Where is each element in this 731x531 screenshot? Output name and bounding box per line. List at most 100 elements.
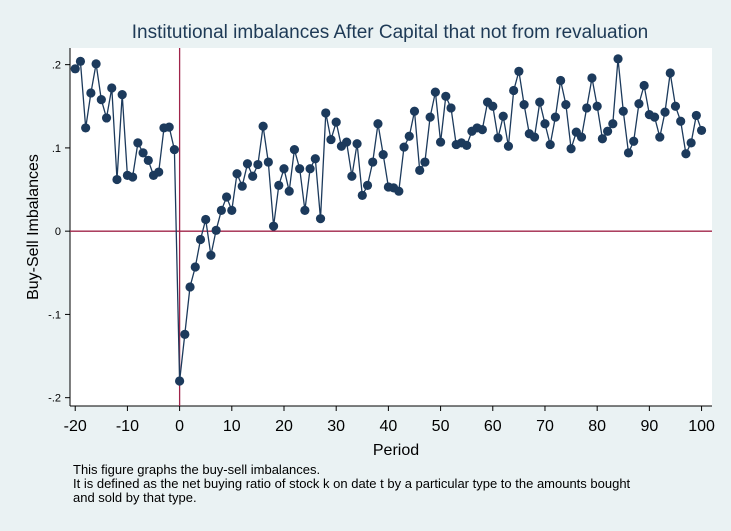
data-point [190, 262, 200, 272]
data-point [639, 80, 649, 91]
data-point [696, 125, 707, 136]
data-point [488, 101, 498, 111]
x-tick-label: -20 [64, 418, 87, 435]
data-point [164, 122, 174, 132]
data-point [268, 221, 279, 231]
data-point [326, 134, 336, 145]
data-point [331, 117, 341, 127]
data-point [300, 205, 310, 215]
y-tick-label: -.2 [48, 393, 61, 405]
data-point [112, 174, 122, 185]
data-point [603, 126, 613, 136]
y-tick-label: 0 [55, 226, 61, 238]
data-point [237, 181, 247, 191]
data-point [535, 97, 545, 107]
data-point [556, 75, 566, 86]
data-point [185, 282, 195, 292]
data-point [670, 101, 681, 111]
data-point [274, 180, 284, 190]
data-point [107, 83, 117, 93]
data-point [509, 85, 519, 96]
x-tick-label: 90 [640, 418, 658, 435]
data-point [540, 119, 550, 129]
data-point [242, 159, 253, 169]
data-point [258, 121, 268, 131]
x-tick-label: -10 [116, 418, 139, 435]
data-point [305, 164, 315, 174]
x-tick-label: 80 [588, 418, 606, 435]
data-point [284, 186, 294, 196]
data-point [289, 144, 300, 155]
data-point [70, 64, 80, 74]
data-point [618, 106, 628, 116]
data-point [91, 59, 101, 69]
data-point [342, 137, 352, 147]
data-point [253, 159, 263, 170]
data-point [81, 123, 91, 133]
data-point [195, 234, 206, 245]
data-point [561, 100, 571, 110]
data-point [101, 113, 112, 123]
data-point [655, 132, 665, 142]
data-point [279, 164, 289, 174]
data-point [180, 329, 190, 339]
data-point [232, 169, 242, 179]
note-line-3: and sold by that type. [73, 490, 197, 505]
data-point [138, 148, 148, 158]
y-tick-label: .2 [52, 60, 61, 72]
data-point [143, 155, 153, 165]
data-point [629, 136, 639, 146]
x-axis-label: Period [373, 442, 419, 459]
y-tick-label: -.1 [48, 309, 61, 321]
data-point [216, 205, 226, 215]
data-point [514, 66, 524, 76]
data-point [498, 111, 508, 121]
data-point [394, 186, 404, 196]
data-point [441, 91, 451, 101]
data-point [566, 144, 576, 154]
data-point [227, 205, 237, 215]
data-point [649, 112, 660, 122]
data-point [519, 100, 529, 110]
x-tick-label: 60 [484, 418, 502, 435]
data-point [582, 103, 592, 113]
data-point [681, 149, 691, 159]
data-point [248, 171, 258, 181]
data-point [206, 250, 216, 260]
data-point [133, 138, 143, 148]
data-point [425, 112, 435, 122]
data-point [221, 192, 232, 202]
data-point [634, 99, 644, 109]
data-point [415, 165, 425, 175]
data-point [368, 157, 378, 167]
data-point [295, 164, 305, 174]
data-point [430, 87, 440, 97]
x-tick-label: 10 [223, 418, 241, 435]
data-point [315, 214, 326, 224]
data-point [660, 107, 670, 117]
data-point [529, 132, 540, 142]
data-point [404, 131, 414, 141]
data-point [362, 180, 373, 190]
x-tick-label: 20 [275, 418, 293, 435]
data-point [462, 140, 472, 151]
data-point [623, 148, 634, 158]
data-point [373, 119, 383, 129]
data-point [420, 157, 430, 167]
data-point [169, 144, 179, 155]
note-line-1: This figure graphs the buy-sell imbalanc… [73, 462, 321, 477]
data-point [550, 112, 561, 122]
data-point [597, 134, 607, 144]
data-point [691, 110, 701, 121]
data-point [545, 139, 555, 150]
data-point [686, 138, 696, 148]
chart-title: Institutional imbalances After Capital t… [132, 22, 648, 43]
x-tick-label: 40 [379, 418, 397, 435]
y-tick-label: .1 [52, 143, 61, 155]
data-point [608, 119, 618, 129]
x-tick-label: 0 [175, 418, 184, 435]
data-point [175, 376, 185, 386]
data-point [75, 56, 86, 66]
